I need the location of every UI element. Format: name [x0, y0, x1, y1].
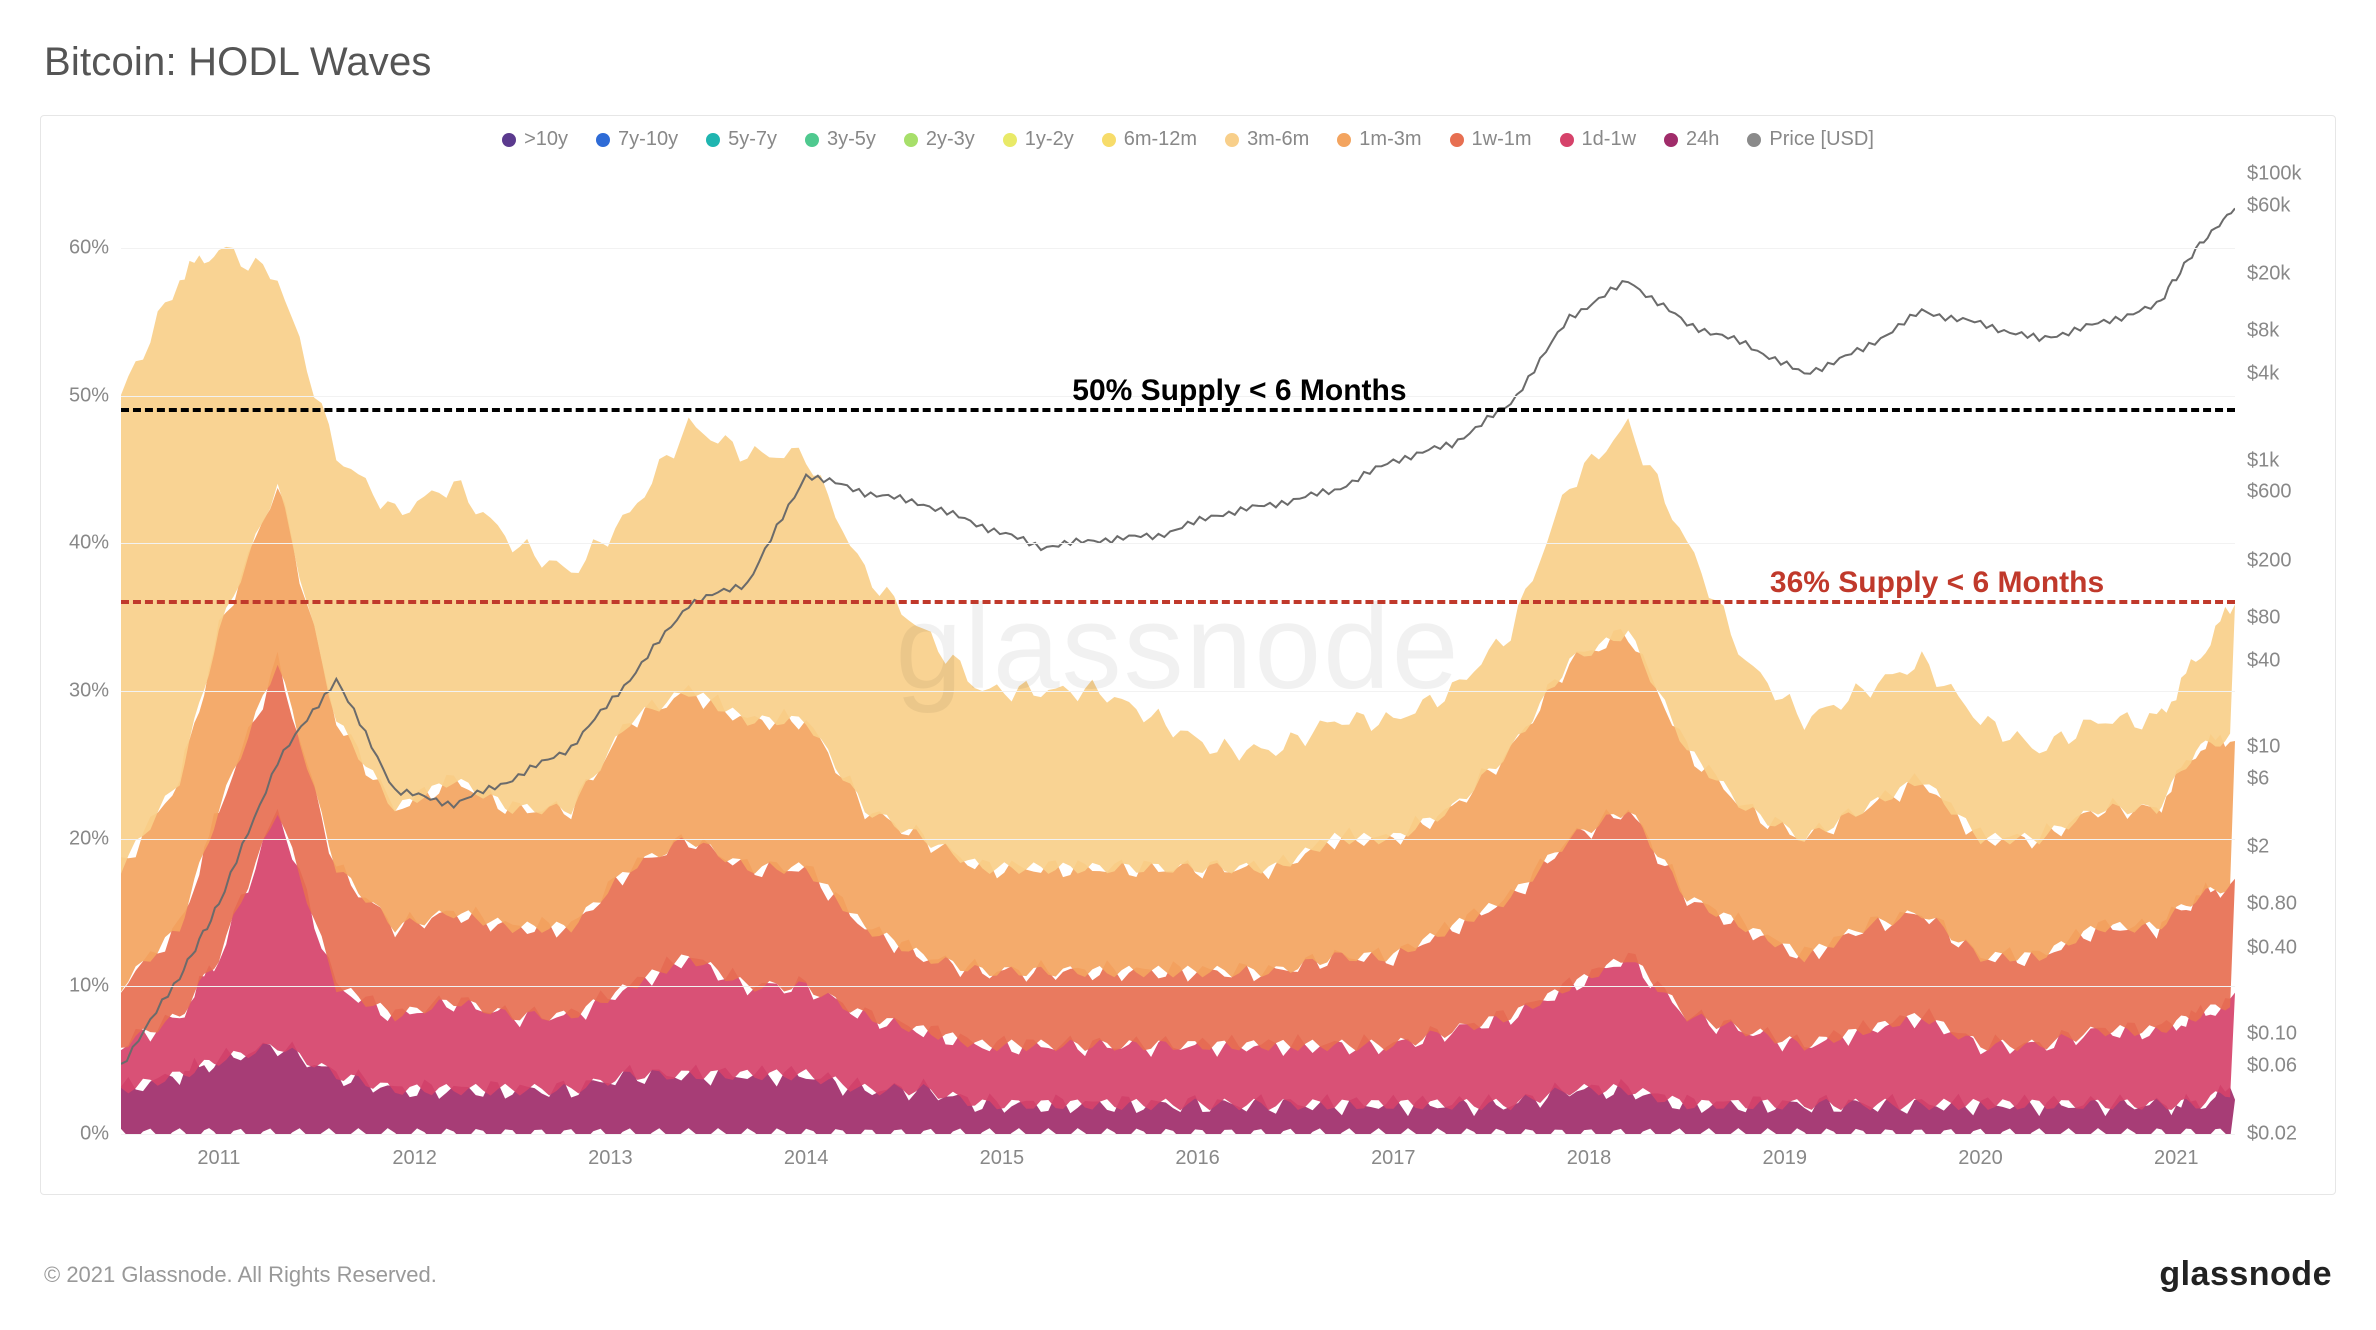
- legend-item[interactable]: 3m-6m: [1225, 128, 1309, 151]
- y-right-tick-label: $0.80: [2237, 893, 2335, 916]
- legend-label: 1m-3m: [1359, 128, 1421, 151]
- legend-swatch: [805, 133, 819, 147]
- legend-item[interactable]: 1d-1w: [1560, 128, 1636, 151]
- y-left-tick-label: 50%: [41, 384, 119, 407]
- y-right-tick-label: $0.06: [2237, 1054, 2335, 1077]
- y-right-tick-label: $60k: [2237, 194, 2335, 217]
- legend-swatch: [1450, 133, 1464, 147]
- x-tick-label: 2017: [1371, 1147, 1416, 1170]
- legend-item[interactable]: 5y-7y: [706, 128, 777, 151]
- y-left-tick-label: 60%: [41, 236, 119, 259]
- legend: >10y 7y-10y 5y-7y 3y-5y 2y-3y 1y-2y 6m-12m 3m-6…: [41, 128, 2335, 151]
- brand-logo: glassnode: [2159, 1255, 2332, 1294]
- legend-swatch: [1747, 133, 1761, 147]
- x-tick-label: 2014: [784, 1147, 829, 1170]
- x-tick-label: 2012: [392, 1147, 437, 1170]
- legend-label: 24h: [1686, 128, 1719, 151]
- y-right-tick-label: $4k: [2237, 363, 2335, 386]
- x-tick-label: 2020: [1958, 1147, 2003, 1170]
- legend-label: 1y-2y: [1025, 128, 1074, 151]
- y-right-tick-label: $0.10: [2237, 1022, 2335, 1045]
- legend-label: 7y-10y: [618, 128, 678, 151]
- plot-area: glassnode: [121, 174, 2235, 1134]
- y-left-tick-label: 30%: [41, 679, 119, 702]
- legend-label: 1w-1m: [1472, 128, 1532, 151]
- y-right-tick-label: $0.02: [2237, 1123, 2335, 1146]
- legend-label: Price [USD]: [1769, 128, 1873, 151]
- x-tick-label: 2016: [1175, 1147, 1220, 1170]
- y-right-tick-label: $100k: [2237, 163, 2335, 186]
- legend-swatch: [1560, 133, 1574, 147]
- reference-line: [121, 408, 2235, 412]
- y-right-tick-label: $20k: [2237, 263, 2335, 286]
- reference-line-label: 36% Supply < 6 Months: [1770, 566, 2104, 600]
- legend-label: 5y-7y: [728, 128, 777, 151]
- legend-item[interactable]: 1y-2y: [1003, 128, 1074, 151]
- legend-item[interactable]: 2y-3y: [904, 128, 975, 151]
- legend-swatch: [1664, 133, 1678, 147]
- legend-item[interactable]: 1m-3m: [1337, 128, 1421, 151]
- legend-item[interactable]: 7y-10y: [596, 128, 678, 151]
- y-left-tick-label: 10%: [41, 975, 119, 998]
- x-tick-label: 2013: [588, 1147, 633, 1170]
- y-right-tick-label: $80: [2237, 606, 2335, 629]
- y-left-tick-label: 0%: [41, 1123, 119, 1146]
- legend-swatch: [1337, 133, 1351, 147]
- x-tick-label: 2019: [1763, 1147, 1808, 1170]
- reference-line-label: 50% Supply < 6 Months: [1072, 374, 1406, 408]
- copyright: © 2021 Glassnode. All Rights Reserved.: [44, 1262, 437, 1288]
- legend-item[interactable]: >10y: [502, 128, 568, 151]
- chart-title: Bitcoin: HODL Waves: [44, 40, 2336, 85]
- y-right-tick-label: $40: [2237, 649, 2335, 672]
- y-right-tick-label: $10: [2237, 736, 2335, 759]
- x-tick-label: 2018: [1567, 1147, 1612, 1170]
- y-right-tick-label: $6: [2237, 768, 2335, 791]
- y-right-tick-label: $1k: [2237, 449, 2335, 472]
- y-right-tick-label: $600: [2237, 481, 2335, 504]
- legend-label: 3m-6m: [1247, 128, 1309, 151]
- plot-svg: [121, 174, 2235, 1134]
- y-right-tick-label: $8k: [2237, 320, 2335, 343]
- x-tick-label: 2011: [197, 1147, 240, 1170]
- y-left-tick-label: 20%: [41, 827, 119, 850]
- legend-label: 6m-12m: [1124, 128, 1197, 151]
- y-right-tick-label: $200: [2237, 549, 2335, 572]
- legend-item[interactable]: 24h: [1664, 128, 1719, 151]
- area-3m-6m: [121, 247, 2235, 874]
- legend-label: >10y: [524, 128, 568, 151]
- legend-swatch: [904, 133, 918, 147]
- legend-label: 1d-1w: [1582, 128, 1636, 151]
- legend-swatch: [596, 133, 610, 147]
- chart-container: >10y 7y-10y 5y-7y 3y-5y 2y-3y 1y-2y 6m-12m 3m-6…: [40, 115, 2336, 1195]
- legend-label: 2y-3y: [926, 128, 975, 151]
- legend-item[interactable]: 1w-1m: [1450, 128, 1532, 151]
- x-tick-label: 2015: [980, 1147, 1025, 1170]
- y-right-tick-label: $0.40: [2237, 936, 2335, 959]
- legend-label: 3y-5y: [827, 128, 876, 151]
- legend-item[interactable]: 6m-12m: [1102, 128, 1197, 151]
- legend-swatch: [1003, 133, 1017, 147]
- y-right-tick-label: $2: [2237, 836, 2335, 859]
- legend-item[interactable]: 3y-5y: [805, 128, 876, 151]
- legend-swatch: [1102, 133, 1116, 147]
- y-left-tick-label: 40%: [41, 532, 119, 555]
- legend-swatch: [502, 133, 516, 147]
- x-tick-label: 2021: [2154, 1147, 2199, 1170]
- reference-line: [121, 600, 2235, 604]
- legend-swatch: [706, 133, 720, 147]
- legend-swatch: [1225, 133, 1239, 147]
- legend-item[interactable]: Price [USD]: [1747, 128, 1873, 151]
